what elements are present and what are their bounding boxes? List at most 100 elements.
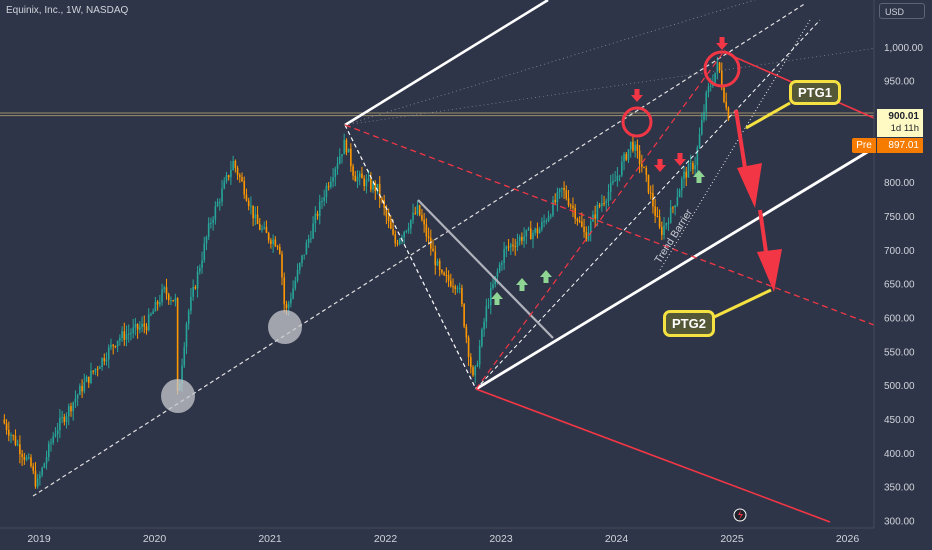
candle-body [323, 197, 325, 201]
candle-body [392, 228, 394, 235]
candle-body [705, 92, 708, 112]
candle-body [283, 277, 286, 305]
candle-body [418, 205, 421, 216]
down-arrow [674, 153, 686, 166]
candle-body [427, 236, 430, 238]
candle-body [534, 228, 537, 233]
candle-body [623, 154, 625, 162]
ptg2-callout: PTG2 [663, 310, 715, 337]
down-arrow [716, 37, 728, 50]
candle-body [672, 207, 674, 209]
candle-body [689, 163, 692, 165]
currency-selector[interactable]: USD [879, 3, 925, 19]
candle-body [307, 238, 310, 243]
candle-body [587, 232, 590, 241]
x-tick-label: 2020 [143, 533, 167, 545]
candle-body [334, 168, 337, 178]
candle-body [552, 200, 554, 216]
candle-body [43, 463, 46, 468]
candle-body [205, 236, 208, 244]
candle-body [472, 367, 474, 376]
down-arrow [654, 159, 666, 172]
candle-body [112, 344, 114, 347]
candle-body [216, 201, 219, 207]
candle-body [201, 260, 203, 268]
candle-body [39, 475, 41, 479]
candle-body [7, 429, 10, 436]
projection-arrow-2-shaft [758, 209, 768, 253]
candle-body [434, 251, 437, 266]
dip-circle-2021 [268, 310, 302, 344]
candle-body [352, 166, 354, 176]
candle-body [576, 218, 579, 222]
candle-body [243, 181, 246, 195]
candle-body [41, 467, 43, 476]
candle-body [667, 222, 670, 224]
candle-body [569, 205, 572, 207]
candle-body [303, 254, 306, 256]
candle-body [21, 454, 23, 457]
candle-body [720, 70, 723, 88]
candle-body [245, 194, 248, 201]
candle-body [458, 287, 461, 289]
candle-body [65, 416, 68, 423]
candle-body [19, 444, 21, 455]
candle-body [378, 183, 381, 199]
candle-body [154, 301, 157, 312]
candle-body [463, 304, 465, 327]
x-tick-label: 2022 [374, 533, 398, 545]
time-axis-panel [0, 528, 932, 550]
ptg1-callout: PTG1 [789, 80, 841, 105]
candle-body [316, 213, 319, 217]
up-arrow [540, 270, 552, 283]
candle-body [398, 239, 401, 244]
candle-body [423, 219, 425, 225]
candle-body [212, 219, 214, 223]
candle-body [130, 333, 132, 335]
high-circle-2024 [621, 106, 653, 138]
candle-body [127, 333, 130, 335]
candle-body [101, 358, 103, 368]
y-tick-label: 400.00 [884, 449, 915, 460]
candle-body [256, 214, 259, 224]
candle-body [714, 72, 716, 83]
candle-body [612, 180, 614, 183]
candle-body [441, 270, 443, 273]
candle-body [134, 323, 137, 328]
candle-body [345, 139, 348, 153]
candle-body [605, 201, 608, 204]
candle-body [314, 213, 317, 224]
candle-body [25, 457, 28, 460]
candle-body [114, 346, 117, 348]
candle-body [230, 170, 232, 178]
candle-body [538, 229, 541, 234]
candle-body [121, 331, 123, 338]
candle-body [529, 228, 532, 240]
candle-body [387, 216, 390, 222]
candle-body [278, 246, 281, 254]
candle-body [76, 394, 79, 399]
x-tick-label: 2025 [720, 533, 744, 545]
y-tick-label: 500.00 [884, 381, 915, 392]
candle-body [347, 148, 350, 153]
candle-body [36, 478, 39, 487]
candle-body [498, 264, 501, 272]
candle-body [292, 288, 294, 299]
candle-body [461, 287, 463, 305]
candle-body [456, 288, 459, 290]
candle-body [254, 214, 257, 219]
candle-body [10, 435, 12, 437]
candle-body [125, 334, 128, 340]
candle-body [467, 337, 470, 357]
candle-body [663, 225, 665, 235]
candle-body [687, 164, 690, 178]
candle-body [574, 207, 576, 219]
candle-body [603, 202, 605, 204]
last-price-value: 900.01 [888, 111, 919, 122]
candle-body [594, 214, 596, 219]
candle-body [683, 171, 685, 179]
y-tick-label: 550.00 [884, 347, 915, 358]
candle-body [232, 160, 234, 171]
candle-body [430, 237, 432, 249]
